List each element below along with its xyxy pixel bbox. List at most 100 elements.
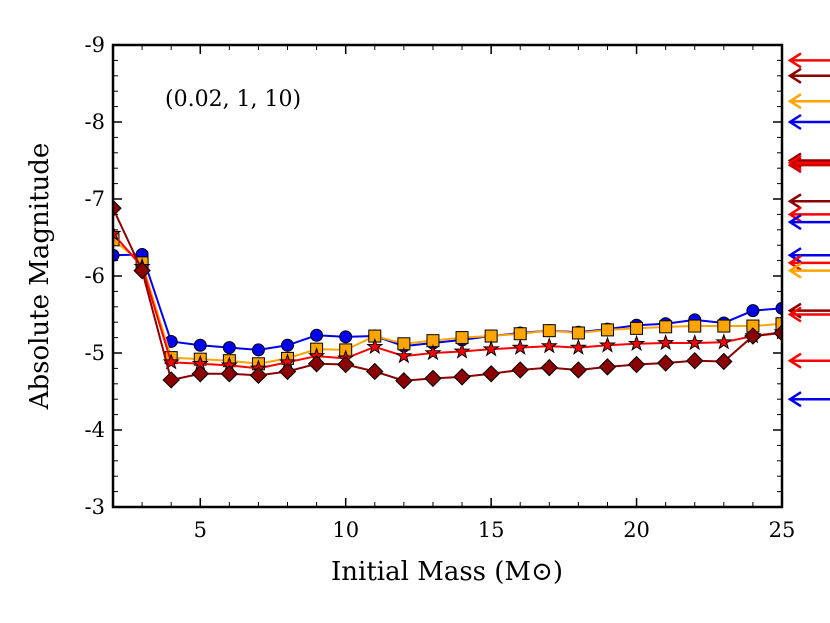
- y-tick-label: -7: [85, 187, 105, 211]
- series-line: [113, 207, 782, 382]
- data-point: [511, 361, 529, 379]
- data-point: [220, 365, 239, 383]
- left-arrow-marker: [787, 391, 830, 408]
- y-axis-title: Absolute Magnitude: [25, 143, 55, 411]
- data-point: [746, 304, 760, 318]
- y-tick-label: -3: [85, 495, 105, 519]
- data-point: [249, 366, 268, 385]
- series-line: [113, 253, 782, 351]
- data-point: [571, 326, 585, 340]
- left-arrow-marker: [787, 52, 830, 69]
- data-point: [600, 323, 614, 337]
- data-point: [744, 327, 762, 345]
- x-tick-label: 15: [478, 518, 505, 542]
- data-point: [366, 337, 384, 355]
- y-tick-label: -9: [85, 33, 105, 57]
- data-point: [424, 369, 442, 388]
- left-arrow-marker: [787, 214, 830, 231]
- left-arrow-marker: [787, 262, 830, 279]
- x-axis-title: Initial Mass (M⊙): [331, 557, 563, 587]
- left-arrow-marker: [787, 247, 830, 264]
- data-point: [133, 261, 151, 280]
- data-point: [113, 248, 120, 262]
- series-star: [113, 224, 782, 376]
- data-point: [162, 371, 180, 389]
- x-tick-label: 5: [194, 518, 207, 542]
- left-arrow-marker: [787, 352, 830, 369]
- data-point: [542, 324, 556, 338]
- data-point: [395, 347, 413, 364]
- data-point: [773, 324, 782, 342]
- data-point: [569, 338, 587, 355]
- data-point: [453, 342, 471, 359]
- data-point: [113, 199, 122, 217]
- y-tick-label: -8: [85, 110, 105, 134]
- y-tick-label: -6: [85, 264, 105, 288]
- data-point: [688, 319, 702, 333]
- data-point: [659, 320, 673, 334]
- left-arrow-marker: [787, 206, 830, 223]
- data-point: [598, 358, 617, 376]
- data-point: [453, 368, 471, 386]
- data-point: [686, 333, 704, 351]
- data-point: [686, 351, 704, 370]
- data-point: [511, 338, 529, 355]
- data-point: [630, 321, 644, 335]
- left-arrow-marker: [787, 254, 830, 271]
- x-tick-label: 10: [332, 518, 359, 542]
- series-square: [113, 233, 782, 371]
- data-point: [656, 354, 675, 372]
- data-point: [657, 333, 675, 351]
- series-line: [113, 239, 782, 365]
- data-point: [482, 365, 500, 383]
- data-point: [715, 333, 733, 350]
- axis-ticks: [112, 44, 783, 508]
- data-point: [278, 362, 297, 381]
- data-point: [775, 317, 782, 331]
- data-point: [455, 331, 469, 345]
- data-point: [598, 336, 617, 353]
- arrows-layer: [787, 52, 830, 408]
- data-point: [424, 343, 442, 361]
- data-point: [251, 343, 265, 357]
- data-point: [395, 372, 413, 390]
- data-point: [191, 365, 209, 383]
- data-point: [715, 352, 733, 371]
- data-point: [113, 224, 122, 241]
- data-point: [482, 340, 500, 357]
- y-tick-label: -5: [85, 341, 105, 365]
- x-tick-label: 25: [769, 518, 796, 542]
- data-point: [627, 355, 646, 374]
- data-point: [540, 358, 559, 377]
- plot-frame: [111, 43, 784, 509]
- y-tick-label: -4: [85, 418, 105, 442]
- data-point: [569, 361, 588, 379]
- data-point: [281, 338, 295, 352]
- x-tick-label: 20: [623, 518, 650, 542]
- data-point: [336, 355, 355, 374]
- data-point: [513, 327, 527, 341]
- left-arrow-marker: [787, 154, 830, 171]
- left-arrow-marker: [787, 93, 830, 110]
- left-arrow-marker: [787, 67, 830, 84]
- data-point: [775, 301, 782, 315]
- data-point: [193, 338, 207, 352]
- data-point: [366, 362, 384, 381]
- left-arrow-marker: [787, 113, 830, 131]
- series-layer: [113, 199, 782, 390]
- data-point: [717, 319, 731, 333]
- data-point: [627, 334, 646, 352]
- data-point: [540, 337, 558, 354]
- series-line: [113, 232, 782, 370]
- data-point: [310, 328, 324, 342]
- chart-annotation: (0.02, 1, 10): [165, 87, 301, 112]
- data-point: [222, 341, 236, 355]
- left-arrow-marker: [787, 157, 830, 174]
- data-point: [339, 330, 353, 344]
- left-arrow-marker: [787, 193, 830, 210]
- data-point: [307, 355, 326, 373]
- series-diamond: [113, 199, 782, 390]
- left-arrow-marker: [787, 306, 830, 323]
- axis-tick-labels: -9 -8 -7 -6 -5 -4 -3 5 10 15 20 25: [85, 33, 796, 542]
